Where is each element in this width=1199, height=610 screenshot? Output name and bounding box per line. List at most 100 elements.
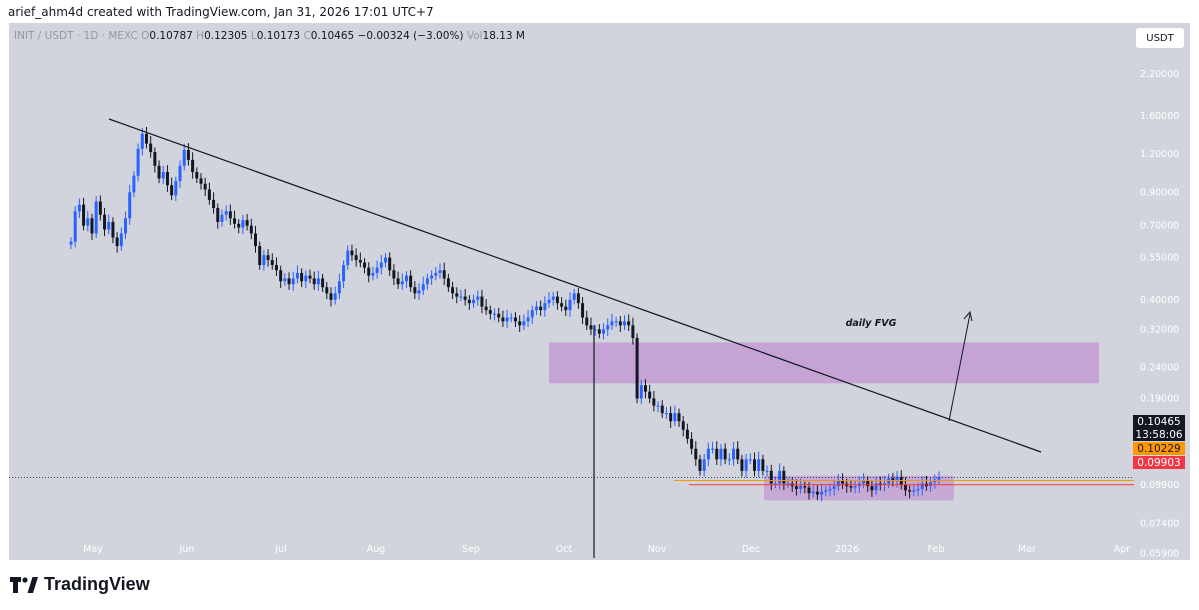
candle (719, 444, 723, 466)
y-tick-label: 0.55000 (1140, 253, 1179, 264)
candle (82, 197, 86, 231)
x-tick-label: Oct (556, 544, 573, 555)
candle (794, 479, 798, 496)
y-tick-label: 2.20000 (1140, 69, 1179, 80)
downtrend-line (108, 118, 1042, 453)
candle (698, 454, 702, 476)
close-value: 0.10465 (310, 30, 355, 42)
x-tick-label: Nov (648, 544, 667, 555)
y-tick-label: 0.32000 (1140, 324, 1179, 335)
volume-label: Vol (466, 30, 483, 42)
candle (677, 408, 681, 427)
candle (623, 315, 627, 331)
candle (132, 171, 136, 198)
last-price-tag: 0.10465 (1133, 415, 1185, 428)
candle (430, 270, 434, 286)
candle (815, 484, 819, 501)
target-arrow-line (948, 313, 971, 422)
x-tick-label: May (83, 544, 103, 555)
candle (748, 453, 752, 465)
y-tick-label: 0.07400 (1140, 518, 1179, 529)
candle (530, 305, 534, 325)
candle (316, 270, 320, 291)
candle (727, 453, 731, 466)
candle (409, 270, 413, 292)
candle (199, 173, 203, 190)
candle (383, 253, 387, 268)
candle (207, 182, 211, 205)
chart-panel[interactable]: daily FVG 2.800002.200001.600001.200000.… (9, 23, 1190, 560)
candle (442, 262, 446, 286)
candle (920, 476, 924, 496)
candle (811, 485, 815, 498)
candle (233, 210, 237, 229)
tradingview-brand[interactable]: TradingView (10, 574, 150, 595)
x-tick-label: 2026 (835, 544, 859, 555)
candle (715, 441, 719, 466)
candle (396, 271, 400, 289)
candle (191, 152, 195, 179)
price-chart[interactable]: daily FVG 2.800002.200001.600001.200000.… (9, 23, 1190, 560)
y-tick-label: 1.20000 (1140, 149, 1179, 160)
candle (300, 268, 304, 287)
zones: daily FVG (549, 318, 1099, 501)
candle (228, 204, 232, 225)
candle (534, 301, 538, 315)
candle (354, 248, 358, 267)
candle (245, 214, 249, 231)
candle (325, 281, 329, 300)
daily-fvg-label: daily FVG (846, 318, 897, 329)
candle (585, 310, 589, 331)
candle (203, 177, 207, 197)
candle (140, 127, 144, 156)
y-tick-label: 0.05900 (1140, 548, 1179, 559)
candle (86, 210, 90, 232)
candle (404, 271, 408, 288)
candle (652, 390, 656, 412)
candle (388, 252, 392, 276)
candle (497, 307, 501, 323)
candle (165, 165, 169, 192)
candle (581, 297, 585, 325)
candle (736, 441, 740, 465)
candle (149, 136, 153, 158)
candle (761, 454, 765, 476)
candle (358, 252, 362, 268)
candle (732, 441, 736, 466)
candle (824, 485, 828, 497)
candle (480, 289, 484, 314)
y-tick-label: 0.09900 (1140, 480, 1179, 491)
candle (602, 323, 606, 340)
candle (274, 257, 278, 276)
candle (128, 184, 132, 225)
candle (752, 452, 756, 477)
low-label: L (250, 30, 257, 42)
candles (69, 126, 941, 558)
y-tick-label: 0.24000 (1140, 362, 1179, 373)
candle (476, 290, 480, 306)
candle (618, 316, 622, 332)
candle (115, 232, 119, 253)
candle (832, 480, 836, 496)
y-tick-label: 0.70000 (1140, 221, 1179, 232)
candle (170, 177, 174, 201)
y-tick-label: 0.90000 (1140, 187, 1179, 198)
candle (786, 478, 790, 489)
candle (434, 266, 438, 281)
candle (723, 443, 727, 465)
candle (224, 205, 228, 221)
change-value: −0.00324 (−3.00%) (357, 30, 464, 42)
candle (413, 281, 417, 300)
candle (304, 270, 308, 288)
price-axis[interactable]: 2.800002.200001.600001.200000.900000.700… (1140, 37, 1179, 560)
candle (660, 400, 664, 418)
candle (337, 273, 341, 300)
x-tick-label: Feb (928, 544, 945, 555)
candle (392, 264, 396, 286)
candle (182, 143, 186, 171)
currency-button[interactable]: USDT (1136, 28, 1184, 48)
candle (841, 473, 845, 490)
symbol-label[interactable]: INIT / USDT · 1D · MEXC (14, 30, 138, 42)
time-axis[interactable]: May Jun Jul Aug Sep Oct Nov Dec 2026 Feb Mar Apr (83, 544, 1130, 555)
candle (258, 241, 262, 270)
